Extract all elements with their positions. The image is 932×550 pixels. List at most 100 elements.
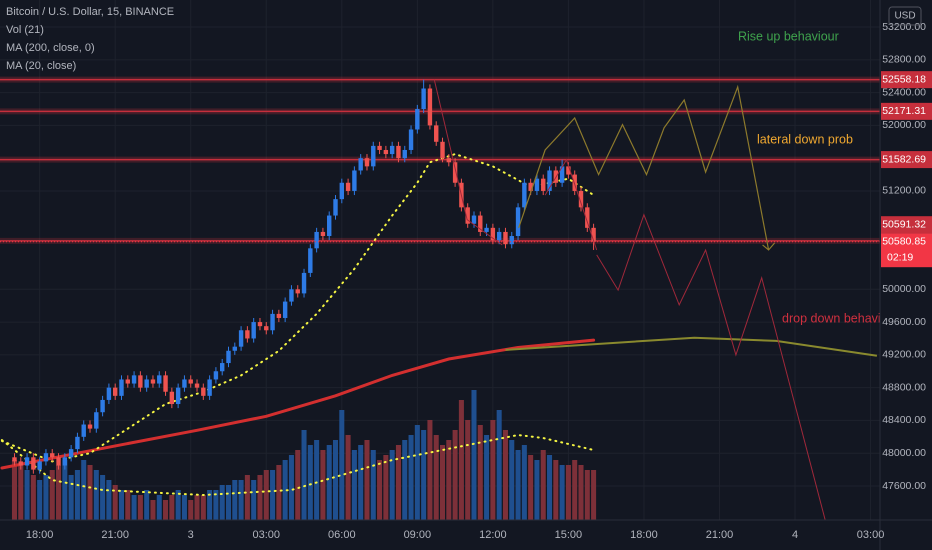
x-tick-label: 21:00 — [706, 529, 734, 541]
trend-drawing — [505, 336, 878, 357]
volume-bar — [232, 480, 238, 520]
candle-body — [182, 379, 187, 388]
volume-bar — [263, 470, 269, 520]
annotation: drop down behaviour — [782, 311, 899, 325]
candle-body — [43, 453, 49, 462]
candle-body — [377, 145, 382, 150]
trend-drawing — [518, 84, 770, 251]
volume-bar — [43, 475, 49, 520]
volume-bar — [144, 490, 150, 520]
volume-bar — [358, 445, 364, 520]
volume-bar — [219, 485, 225, 520]
volume-bar — [528, 455, 534, 520]
candle-body — [320, 231, 326, 237]
candle-body — [383, 149, 389, 155]
candle-body — [207, 379, 212, 396]
candle-body — [408, 129, 414, 150]
candle-body — [144, 379, 149, 388]
volume-bar — [225, 485, 232, 520]
trend-drawing — [433, 79, 503, 246]
volume-bar — [194, 495, 200, 520]
currency-label[interactable]: USD — [894, 11, 915, 22]
volume-bar — [244, 475, 250, 520]
volume-bar — [502, 430, 508, 520]
x-tick-label: 21:00 — [101, 529, 129, 541]
volume-bar — [534, 460, 540, 520]
x-tick-label: 12:00 — [479, 529, 507, 541]
candle-body — [465, 207, 470, 224]
candle-body — [238, 330, 244, 347]
candle-body — [31, 457, 36, 470]
volume-bar — [339, 410, 345, 520]
volume-bar — [125, 490, 131, 520]
candle-body — [213, 371, 219, 380]
candle-body — [68, 449, 74, 458]
candle-body — [24, 457, 30, 466]
volume-bar — [118, 490, 125, 520]
candle-body — [528, 182, 533, 191]
legend-entry: Vol (21) — [6, 24, 44, 36]
candle-body — [112, 387, 118, 396]
candle-body — [490, 227, 496, 241]
x-tick-label: 03:00 — [253, 529, 281, 541]
volume-bar — [559, 465, 565, 520]
y-tick-label: 53200.00 — [882, 21, 926, 33]
candle-body — [440, 141, 445, 159]
candle-body — [591, 227, 596, 242]
volume-bar — [414, 425, 420, 520]
candle-body — [333, 199, 338, 216]
annotation: lateral down prob — [757, 132, 853, 146]
y-tick-label: 50000.00 — [882, 283, 926, 295]
y-tick-label: 48000.00 — [882, 447, 926, 459]
volume-bar — [547, 455, 553, 520]
volume-bar — [458, 400, 464, 520]
volume-bar — [282, 460, 288, 520]
candle-body — [138, 375, 143, 388]
volume-bar — [521, 445, 527, 520]
volume-bar — [68, 475, 74, 520]
candle-body — [270, 313, 275, 331]
volume-bar — [383, 455, 389, 520]
volume-bar — [207, 490, 213, 520]
legend: Bitcoin / U.S. Dollar, 15, BINANCE Vol (… — [6, 6, 174, 72]
level-tag — [881, 151, 932, 169]
volume-bar — [477, 425, 483, 520]
volume-bar — [591, 470, 597, 520]
volume-bar — [181, 495, 187, 520]
arrow-head — [762, 242, 776, 251]
volume-bar — [24, 470, 30, 520]
volume-bar — [408, 435, 414, 520]
volume-bar — [301, 430, 307, 520]
volume-bar — [364, 440, 370, 520]
candle-body — [188, 379, 193, 384]
candle-body — [201, 387, 206, 396]
candle-body — [478, 215, 483, 232]
y-tick-label: 52000.00 — [882, 119, 926, 131]
x-tick-label: 15:00 — [555, 529, 583, 541]
candle-body — [452, 162, 458, 183]
candle-body — [364, 158, 370, 167]
currency-button[interactable] — [888, 6, 922, 26]
candle-body — [566, 166, 571, 175]
candle-body — [257, 322, 263, 327]
volume-bar — [93, 470, 99, 520]
volume-bar — [112, 485, 118, 520]
level-tag — [881, 102, 932, 120]
y-tick-label: 47600.00 — [882, 480, 926, 492]
axes: 18:00 21:00 3 03:00 06:00 09:00 12:00 15:00 18:0… — [26, 21, 932, 541]
candle-body — [421, 88, 426, 109]
candle-body — [125, 379, 130, 384]
volume-bar — [471, 390, 477, 520]
volume-bar — [490, 420, 496, 520]
candle-body — [446, 158, 452, 163]
volume-bar — [200, 495, 206, 520]
ma-line — [0, 153, 595, 463]
candle-body — [18, 461, 23, 466]
volume-bar — [377, 460, 383, 520]
candle-body — [578, 190, 584, 208]
volume-bar — [553, 460, 559, 520]
x-tick-label: 4 — [792, 529, 798, 541]
volume-bar — [163, 500, 169, 520]
volume-bar — [37, 480, 43, 520]
